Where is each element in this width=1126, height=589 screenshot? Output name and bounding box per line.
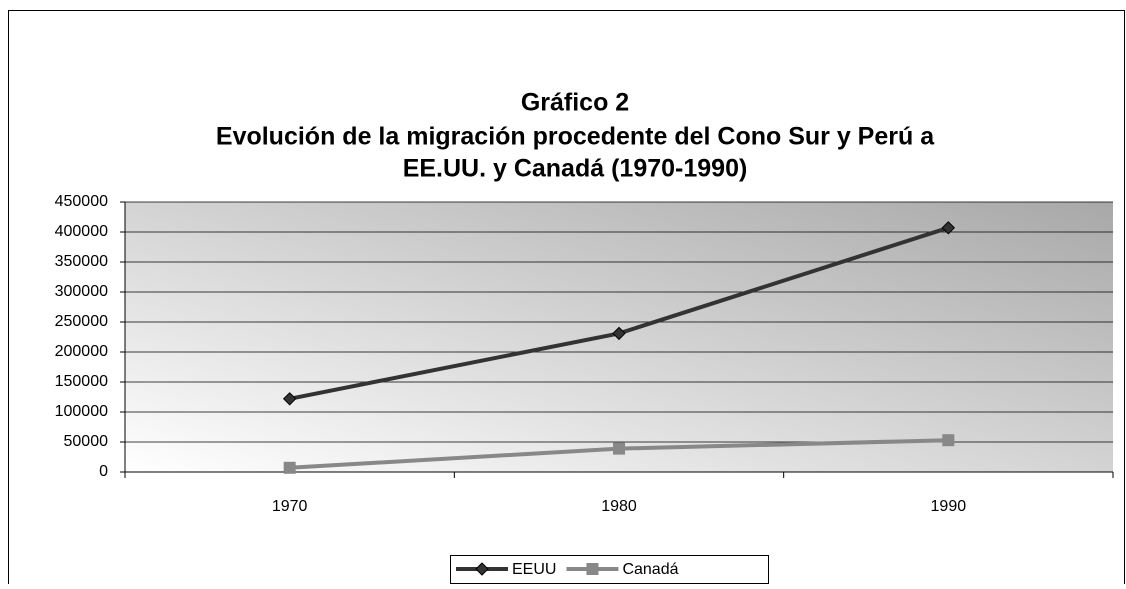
x-tick-label: 1990 xyxy=(931,498,967,515)
legend-label: Canadá xyxy=(622,561,678,578)
x-tick-label: 1980 xyxy=(601,498,637,515)
marker xyxy=(941,221,956,235)
legend-marker xyxy=(475,562,489,576)
marker xyxy=(613,442,625,455)
y-tick-label: 150000 xyxy=(55,373,108,390)
y-tick-label: 400000 xyxy=(55,223,108,240)
marker xyxy=(283,461,296,474)
y-tick-label: 0 xyxy=(99,463,108,480)
legend-marker xyxy=(586,563,599,575)
legend-label: EEUU xyxy=(512,561,556,578)
x-tick-label: 1970 xyxy=(272,498,308,515)
y-tick-label: 300000 xyxy=(55,283,108,300)
marker xyxy=(612,326,626,341)
chart-title: Gráfico 2 xyxy=(521,89,629,117)
y-tick-label: 50000 xyxy=(64,433,109,450)
y-tick-label: 200000 xyxy=(55,343,108,360)
marker xyxy=(282,392,297,406)
marker xyxy=(942,434,955,447)
chart-title: Evolución de la migración procedente del… xyxy=(216,123,935,151)
y-tick-label: 350000 xyxy=(55,253,108,270)
y-tick-label: 100000 xyxy=(55,403,108,420)
chart-title: EE.UU. y Canadá (1970-1990) xyxy=(403,155,748,183)
y-tick-label: 250000 xyxy=(55,313,108,330)
y-tick-label: 450000 xyxy=(55,193,108,210)
